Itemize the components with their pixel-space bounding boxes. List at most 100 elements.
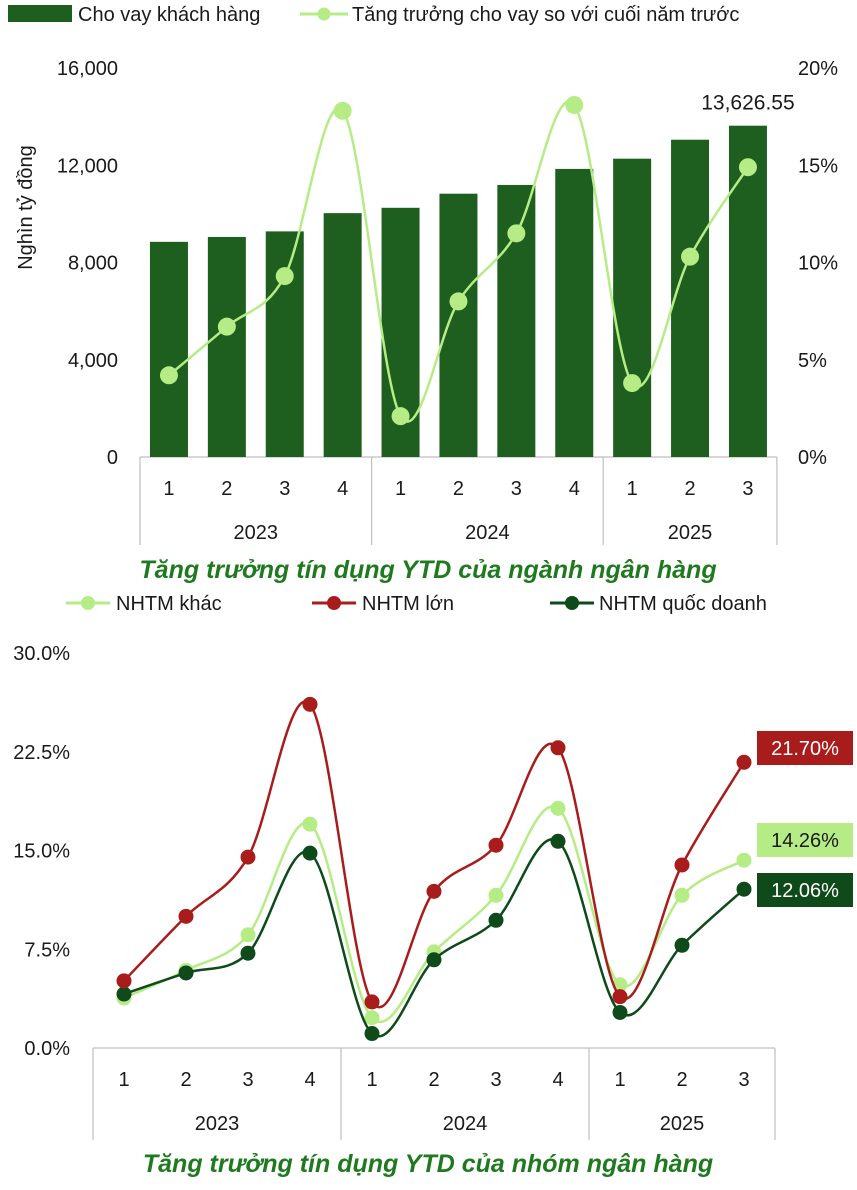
y-tick-right: 15% [798, 155, 838, 177]
bar-loans [439, 193, 478, 457]
group-growth-chart: NHTM khác NHTM lớn NHTM quốc doanh 0.0% 7.5%… [13, 593, 853, 1140]
series-point [612, 989, 628, 1005]
growth-point [681, 247, 700, 266]
growth-point [217, 317, 236, 336]
c1-x-tick: 2 [453, 478, 464, 500]
legend-label: NHTM lớn [362, 593, 454, 615]
series-point [240, 849, 256, 865]
y-tick: 7.5% [24, 939, 70, 961]
legend-swatch-growth-marker [317, 7, 331, 21]
y-tick-right: 20% [798, 58, 838, 80]
c2-group-label: 2025 [660, 1113, 705, 1135]
bar-loans [728, 125, 767, 458]
end-label: 12.06% [771, 880, 839, 902]
end-label: 14.26% [771, 830, 839, 852]
series-point [426, 952, 442, 968]
c1-x-tick: 1 [163, 478, 174, 500]
y-tick: 30.0% [13, 643, 70, 665]
series-line [123, 805, 745, 1023]
growth-point [738, 158, 757, 177]
c2-x-tick: 2 [428, 1069, 439, 1091]
c2-x-tick: 1 [366, 1069, 377, 1091]
legend-label: NHTM quốc doanh [599, 593, 767, 615]
y-tick-left: 4,000 [68, 350, 118, 372]
series-point [116, 986, 132, 1002]
c2-x-tick: 3 [242, 1069, 253, 1091]
series-point [488, 837, 504, 853]
series-point [364, 1026, 380, 1042]
series-point [302, 845, 318, 861]
y-tick-right: 5% [798, 350, 827, 372]
c2-group-label: 2024 [443, 1113, 488, 1135]
series-point [550, 740, 566, 756]
y-tick-right: 0% [798, 447, 827, 469]
bar-loans [265, 231, 304, 457]
c1-group-label: 2024 [465, 522, 510, 544]
y-tick-left: 0 [107, 447, 118, 469]
series-point [488, 887, 504, 903]
growth-point [333, 101, 352, 120]
c1-x-tick: 3 [742, 478, 753, 500]
end-label-box [757, 731, 853, 765]
series-point [240, 927, 256, 943]
c1-x-tick: 4 [337, 478, 348, 500]
c1-x-tick: 3 [279, 478, 290, 500]
legend-swatch-marker [81, 596, 95, 610]
c1-group-label: 2023 [234, 522, 279, 544]
y-tick-right: 10% [798, 253, 838, 275]
bar-loans [149, 241, 188, 457]
y-tick: 0.0% [24, 1038, 70, 1060]
growth-point [507, 224, 526, 243]
end-label: 21.70% [771, 738, 839, 760]
c2-x-tick: 4 [552, 1069, 563, 1091]
bar-loans [207, 236, 246, 457]
c2-group-label: 2023 [195, 1113, 240, 1135]
c1-x-tick: 2 [221, 478, 232, 500]
c1-x-tick: 1 [627, 478, 638, 500]
series-point [736, 754, 752, 770]
series-line [123, 838, 745, 1038]
growth-point [565, 95, 584, 114]
bar-loans [671, 139, 710, 458]
c1-group-label: 2025 [668, 522, 713, 544]
c2-x-tick: 4 [304, 1069, 315, 1091]
legend-swatch-loans [8, 5, 72, 22]
growth-point [449, 292, 468, 311]
y-tick-left: 12,000 [57, 155, 118, 177]
legend-label: NHTM khác [116, 593, 222, 615]
series-point [178, 965, 194, 981]
c1-x-tick: 3 [511, 478, 522, 500]
bar-loans [613, 158, 652, 458]
series-point [240, 945, 256, 961]
series-point [736, 852, 752, 868]
growth-point [275, 267, 294, 286]
series-point [674, 887, 690, 903]
c1-x-tick: 1 [395, 478, 406, 500]
y-tick-left: 8,000 [68, 253, 118, 275]
legend-swatch-marker [327, 596, 341, 610]
loans-chart-caption: Tăng trưởng tín dụng YTD của ngành ngân … [139, 556, 716, 584]
series-point [674, 937, 690, 953]
y-tick: 22.5% [13, 742, 70, 764]
series-point [178, 908, 194, 924]
end-label-box [757, 823, 853, 857]
series-point [488, 912, 504, 928]
y-tick: 15.0% [13, 841, 70, 863]
c2-x-tick: 3 [490, 1069, 501, 1091]
legend-label-growth: Tăng trưởng cho vay so với cuối năm trướ… [352, 4, 739, 26]
growth-point [623, 374, 642, 393]
series-point [426, 883, 442, 899]
c2-x-tick: 2 [180, 1069, 191, 1091]
c1-x-tick: 4 [569, 478, 580, 500]
growth-point [159, 366, 178, 385]
c1-x-tick: 2 [684, 478, 695, 500]
c2-x-tick: 2 [676, 1069, 687, 1091]
series-point [116, 973, 132, 989]
bar-data-label: 13,626.55 [701, 92, 794, 115]
bar-loans [323, 213, 362, 457]
legend-swatch-marker [565, 596, 579, 610]
series-point [364, 994, 380, 1010]
series-point [550, 800, 566, 816]
c2-x-tick: 1 [614, 1069, 625, 1091]
